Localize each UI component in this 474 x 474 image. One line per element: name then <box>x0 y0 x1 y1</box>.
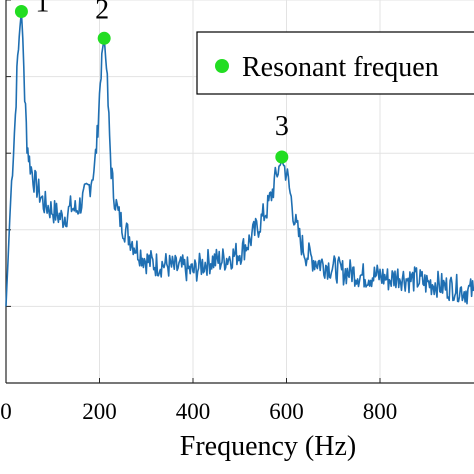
y-ticks <box>6 0 11 307</box>
x-tick-label: 0 <box>0 399 12 424</box>
legend-box <box>196 31 474 95</box>
x-tick-label: 200 <box>82 399 117 424</box>
legend: Resonant frequen <box>196 31 474 95</box>
x-ticks: 0 200 400 600 800 <box>0 378 397 424</box>
x-tick-label: 600 <box>269 399 304 424</box>
series-line <box>5 10 474 307</box>
x-axis-title: Frequency (Hz) <box>180 431 356 462</box>
peak-label-2: 2 <box>95 0 109 25</box>
x-tick-label: 800 <box>363 399 398 424</box>
peak-marker-1 <box>14 4 28 18</box>
peak-marker-2 <box>97 31 111 45</box>
peak-label-3: 3 <box>275 111 289 142</box>
x-tick-label: 400 <box>176 399 211 424</box>
peak-label-1: 1 <box>35 0 49 18</box>
peak-markers: 1 2 3 <box>14 0 289 164</box>
legend-marker <box>215 59 229 73</box>
legend-label: Resonant frequen <box>242 52 439 83</box>
peak-marker-3 <box>275 150 289 164</box>
axes <box>5 0 474 384</box>
